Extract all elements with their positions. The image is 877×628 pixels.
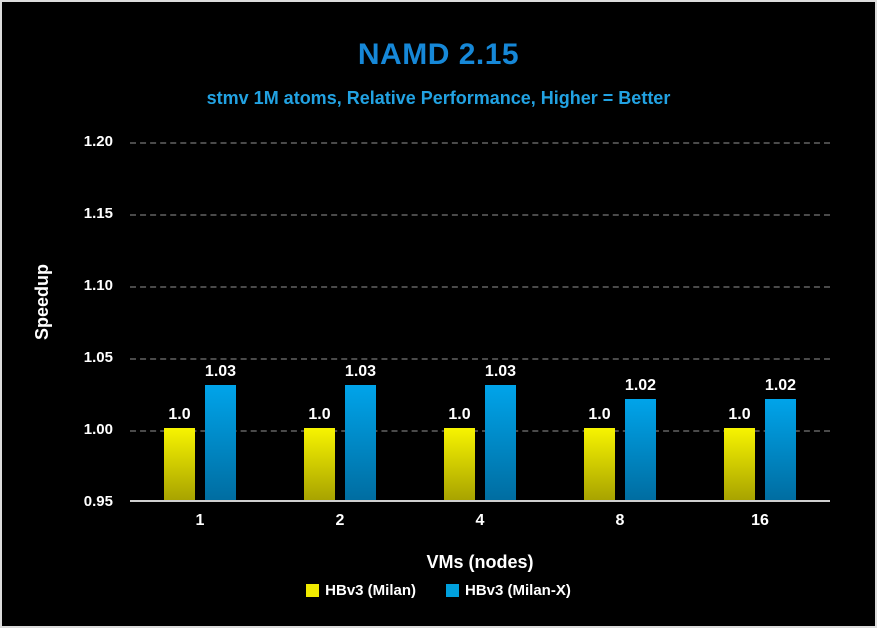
gridline bbox=[130, 142, 830, 144]
bar-value-label: 1.0 bbox=[728, 406, 751, 423]
bar-hbv3-milan-x-vm-4 bbox=[485, 385, 516, 500]
bar-hbv3-milan-x-vm-16 bbox=[765, 399, 796, 500]
bar-value-label: 1.0 bbox=[588, 406, 611, 423]
y-tick-label: 1.05 bbox=[83, 349, 113, 366]
x-tick-label: 16 bbox=[751, 512, 769, 529]
chart-title: NAMD 2.15 bbox=[357, 38, 520, 71]
x-tick-label: 8 bbox=[615, 512, 625, 529]
y-tick-label: 1.10 bbox=[83, 277, 113, 294]
bar-value-label: 1.03 bbox=[204, 363, 237, 380]
gridline bbox=[130, 430, 830, 432]
legend-label: HBv3 (Milan-X) bbox=[465, 582, 571, 599]
bar-hbv3-milan-x-vm-2 bbox=[345, 385, 376, 500]
legend-item: HBv3 (Milan) bbox=[306, 582, 416, 599]
y-tick-label: 1.15 bbox=[83, 205, 113, 222]
legend-swatch-icon bbox=[446, 584, 459, 597]
y-tick-label: 1.20 bbox=[83, 133, 113, 150]
bar-hbv3-milan-vm-2 bbox=[304, 428, 335, 500]
bar-value-label: 1.03 bbox=[344, 363, 377, 380]
bar-value-label: 1.0 bbox=[308, 406, 331, 423]
bar-hbv3-milan-vm-4 bbox=[444, 428, 475, 500]
y-tick-label: 0.95 bbox=[83, 493, 113, 510]
x-tick-label: 1 bbox=[195, 512, 205, 529]
gridline bbox=[130, 358, 830, 360]
gridline bbox=[130, 214, 830, 216]
bar-hbv3-milan-vm-8 bbox=[584, 428, 615, 500]
plot-area: 1.0 1.03 1 1.0 1.03 2 1.0 1.03 4 1.0 1.02 8 1.0 1.02 1… bbox=[130, 142, 830, 529]
bar-value-label: 1.0 bbox=[168, 406, 191, 423]
bar-value-label: 1.0 bbox=[448, 406, 471, 423]
bar-value-label: 1.03 bbox=[484, 363, 517, 380]
bar-hbv3-milan-vm-16 bbox=[724, 428, 755, 500]
chart-subtitle: stmv 1M atoms, Relative Performance, Hig… bbox=[206, 88, 671, 108]
gridline bbox=[130, 286, 830, 288]
y-tick-label: 1.00 bbox=[83, 421, 113, 438]
legend-item: HBv3 (Milan-X) bbox=[446, 582, 571, 599]
legend: HBv3 (Milan) HBv3 (Milan-X) bbox=[2, 582, 875, 599]
bar-value-label: 1.02 bbox=[624, 377, 657, 394]
bar-value-label: 1.02 bbox=[764, 377, 797, 394]
legend-swatch-icon bbox=[306, 584, 320, 597]
x-axis-title: VMs (nodes) bbox=[426, 552, 534, 572]
x-tick-label: 4 bbox=[475, 512, 485, 529]
bar-hbv3-milan-x-vm-1 bbox=[205, 385, 236, 500]
x-tick-label: 2 bbox=[335, 512, 345, 529]
bar-hbv3-milan-vm-1 bbox=[164, 428, 195, 500]
legend-label: HBv3 (Milan) bbox=[325, 582, 416, 599]
bar-hbv3-milan-x-vm-8 bbox=[625, 399, 656, 500]
